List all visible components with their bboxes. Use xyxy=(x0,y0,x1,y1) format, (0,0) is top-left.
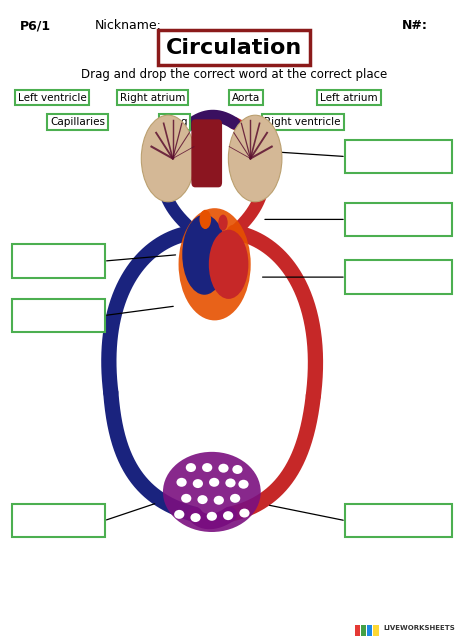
Bar xyxy=(374,625,379,636)
Text: Aorta: Aorta xyxy=(232,93,260,102)
Text: Right ventricle: Right ventricle xyxy=(264,117,341,127)
Bar xyxy=(367,625,373,636)
Ellipse shape xyxy=(197,495,208,504)
Text: Nickname:: Nickname: xyxy=(94,19,161,32)
Ellipse shape xyxy=(209,478,219,487)
Ellipse shape xyxy=(141,115,195,202)
Ellipse shape xyxy=(202,463,212,472)
Ellipse shape xyxy=(223,511,233,520)
Ellipse shape xyxy=(209,230,248,299)
Ellipse shape xyxy=(163,452,261,532)
Ellipse shape xyxy=(179,208,251,321)
Text: Capillaries: Capillaries xyxy=(50,117,105,127)
FancyBboxPatch shape xyxy=(12,245,105,278)
Ellipse shape xyxy=(219,464,228,473)
Ellipse shape xyxy=(230,494,240,503)
Ellipse shape xyxy=(200,210,211,229)
Text: P6/1: P6/1 xyxy=(20,19,51,32)
Ellipse shape xyxy=(219,214,228,231)
Ellipse shape xyxy=(186,463,196,472)
Text: Lung: Lung xyxy=(162,117,188,127)
Ellipse shape xyxy=(225,478,236,488)
FancyBboxPatch shape xyxy=(345,203,452,236)
Ellipse shape xyxy=(214,496,224,505)
Ellipse shape xyxy=(193,479,203,488)
Text: Drag and drop the correct word at the correct place: Drag and drop the correct word at the co… xyxy=(81,68,387,81)
Ellipse shape xyxy=(228,115,282,202)
Ellipse shape xyxy=(174,510,184,519)
FancyBboxPatch shape xyxy=(191,119,222,187)
FancyBboxPatch shape xyxy=(12,504,105,538)
FancyBboxPatch shape xyxy=(345,140,452,173)
Ellipse shape xyxy=(239,509,249,518)
Text: Circulation: Circulation xyxy=(166,37,302,57)
Ellipse shape xyxy=(182,214,227,295)
Ellipse shape xyxy=(207,512,217,521)
Ellipse shape xyxy=(191,513,201,522)
Text: N#:: N#: xyxy=(402,19,428,32)
FancyBboxPatch shape xyxy=(12,299,105,332)
FancyBboxPatch shape xyxy=(345,260,452,294)
Ellipse shape xyxy=(176,478,187,487)
Ellipse shape xyxy=(232,465,243,474)
Text: LIVEWORKSHEETS: LIVEWORKSHEETS xyxy=(383,625,455,631)
Bar xyxy=(355,625,360,636)
Ellipse shape xyxy=(238,480,249,489)
Text: Left atrium: Left atrium xyxy=(320,93,378,102)
Bar xyxy=(361,625,366,636)
Text: Left ventricle: Left ventricle xyxy=(18,93,86,102)
Ellipse shape xyxy=(181,494,191,503)
FancyBboxPatch shape xyxy=(345,504,452,538)
Text: Right atrium: Right atrium xyxy=(120,93,185,102)
